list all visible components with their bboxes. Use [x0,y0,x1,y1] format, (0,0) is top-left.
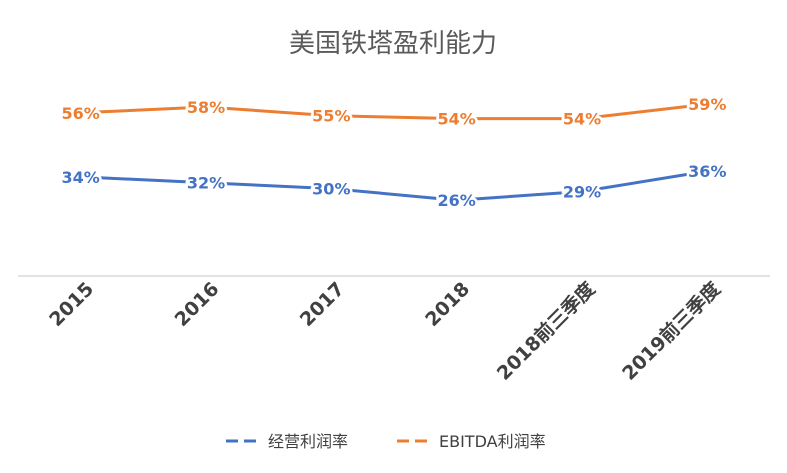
x-tick-label: 2018前三季度 [492,277,600,385]
data-label: 54% [563,110,601,129]
x-tick-layer: 2015 2016 2017 2018 2018前三季度 2019前三季度 [45,277,725,385]
chart-title: 美国铁塔盈利能力 [289,29,497,59]
series-1: 56% 58% 55% 54% 54% 59% [59,93,729,132]
data-label: 55% [312,107,350,126]
data-label: 29% [563,182,601,201]
legend: 经营利润率 EBITDA利润率 [226,432,546,451]
series-layer: 34% 32% 30% 26% 29% 36% 56% 58% 55% 54% 54% 59% [59,93,729,213]
data-label: 59% [688,95,726,114]
x-tick-label: 2015 [45,278,98,331]
data-label: 56% [62,104,100,123]
x-tick-label: 2016 [171,278,224,331]
data-label: 36% [688,162,726,181]
x-tick-label: 2019前三季度 [617,277,725,385]
data-label: 34% [62,168,100,187]
series-0: 34% 32% 30% 26% 29% 36% [59,160,729,213]
legend-item: 经营利润率 [226,432,348,451]
series-line [79,102,709,121]
data-label: 30% [312,180,350,199]
data-label: 26% [438,191,476,210]
legend-item: EBITDA利润率 [397,432,546,451]
data-label: 58% [187,98,225,117]
legend-label: EBITDA利润率 [439,432,546,451]
data-label: 32% [187,174,225,193]
data-label: 54% [438,110,476,129]
x-tick-label: 2018 [421,278,474,331]
x-tick-label: 2017 [296,278,349,331]
series-line [79,169,709,202]
legend-label: 经营利润率 [268,432,348,451]
